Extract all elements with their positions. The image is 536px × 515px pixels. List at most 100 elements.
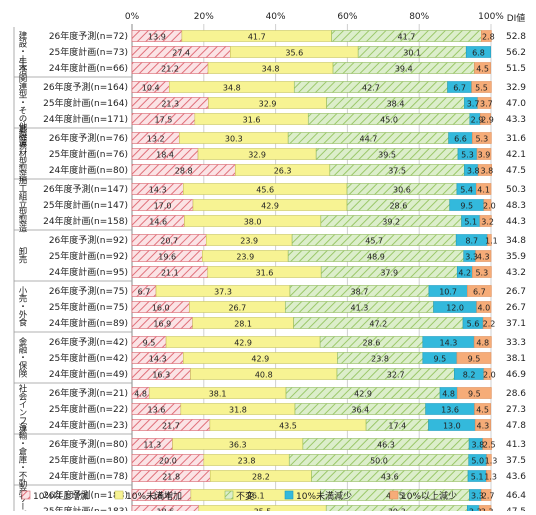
legend-label: 10%以上減少 xyxy=(401,490,457,502)
data-label: 18.6 xyxy=(156,507,174,511)
data-label: 45.6 xyxy=(256,185,274,194)
row-label: 25年度計画(n=80) xyxy=(49,454,128,466)
data-label: 3.3 xyxy=(471,491,484,500)
di-value: 43.2 xyxy=(506,268,526,278)
data-label: 34.8 xyxy=(223,83,241,92)
bar-segment xyxy=(479,113,491,125)
data-label: 36.1 xyxy=(247,491,265,500)
data-label: 31.6 xyxy=(243,115,261,124)
row-label: 24年度計画(n=158) xyxy=(43,215,128,227)
di-value: 34.8 xyxy=(506,236,526,246)
data-label: 2.2 xyxy=(483,319,496,328)
row-label: 26年度予測(n=72) xyxy=(49,30,128,42)
row-label: 25年度計画(n=73) xyxy=(49,46,128,58)
data-label: 38.1 xyxy=(209,389,227,398)
data-label: 5.4 xyxy=(460,185,473,194)
data-label: 13.6 xyxy=(441,405,459,414)
data-label: 36.3 xyxy=(229,440,247,449)
di-value: 43.6 xyxy=(506,472,526,482)
data-label: 38.0 xyxy=(244,217,262,226)
data-label: 9.5 xyxy=(468,354,481,363)
group-label: 建設・土木 xyxy=(17,30,27,72)
data-label: 30.3 xyxy=(225,134,243,143)
data-label: 30.6 xyxy=(393,185,411,194)
legend-swatch xyxy=(389,490,399,500)
data-label: 35.6 xyxy=(285,48,303,57)
data-label: 41.3 xyxy=(351,303,369,312)
x-tick-label: 0% xyxy=(125,12,140,22)
di-value: 28.6 xyxy=(506,389,526,399)
data-label: 3.2 xyxy=(481,217,494,226)
data-label: 23.8 xyxy=(371,354,389,363)
bar-segment xyxy=(467,285,492,297)
row-label: 26年度予測(n=164) xyxy=(43,81,128,93)
data-label: 19.6 xyxy=(158,252,176,261)
data-label: 28.6 xyxy=(389,201,407,210)
row-label: 24年度計画(n=23) xyxy=(49,419,128,431)
di-value: 27.3 xyxy=(506,405,526,415)
data-label: 21.3 xyxy=(161,99,179,108)
data-label: 18.4 xyxy=(156,150,174,159)
data-label: 13.2 xyxy=(147,134,165,143)
data-label: 14.3 xyxy=(149,185,167,194)
data-label: 10.4 xyxy=(142,83,160,92)
row-label: 26年度予測(n=42) xyxy=(49,336,128,348)
data-label: 5.3 xyxy=(475,268,488,277)
x-tick-label: 100% xyxy=(478,12,504,22)
data-label: 4.5 xyxy=(476,405,489,414)
bar-segment xyxy=(473,336,492,348)
data-label: 10.7 xyxy=(439,287,457,296)
data-label: 14.6 xyxy=(149,217,167,226)
data-label: 21.7 xyxy=(162,421,180,430)
data-label: 16.9 xyxy=(153,319,171,328)
row-label: 25年度計画(n=42) xyxy=(49,352,128,364)
data-label: 3.3 xyxy=(465,252,478,261)
data-label: 41.7 xyxy=(248,32,266,41)
di-value: 52.8 xyxy=(506,32,526,42)
data-label: 5.3 xyxy=(461,150,474,159)
data-label: 4.1 xyxy=(477,185,490,194)
bar-segment xyxy=(481,489,492,501)
di-value: 37.1 xyxy=(506,319,526,329)
data-label: 5.0 xyxy=(471,456,484,465)
di-value: 35.9 xyxy=(506,252,526,262)
row-label: 25年度計画(n=164) xyxy=(43,97,128,109)
data-label: 11.3 xyxy=(143,440,161,449)
di-value: 37.5 xyxy=(506,456,526,466)
di-value: 47.5 xyxy=(506,507,526,511)
row-label: 25年度計画(n=22) xyxy=(49,403,128,415)
data-label: 1.3 xyxy=(485,456,498,465)
data-label: 42.9 xyxy=(251,354,269,363)
di-value: 26.7 xyxy=(506,303,526,313)
data-label: 39.2 xyxy=(382,217,400,226)
legend-label: 不変 xyxy=(236,490,254,502)
data-label: 20.0 xyxy=(159,456,177,465)
data-label: 8.2 xyxy=(463,370,476,379)
group-label: 卸売 xyxy=(17,246,27,264)
data-label: 26.7 xyxy=(228,303,246,312)
data-label: 17.5 xyxy=(155,115,173,124)
row-label: 24年度計画(n=49) xyxy=(49,368,128,380)
row-label: 24年度計画(n=78) xyxy=(49,470,128,482)
di-header: DI値 xyxy=(507,12,526,24)
data-label: 4.8 xyxy=(476,338,489,347)
row-label: 24年度計画(n=95) xyxy=(49,266,128,278)
group-label: 社会インフラ xyxy=(17,383,27,432)
di-value: 43.3 xyxy=(506,115,526,125)
bar-segment xyxy=(472,266,492,278)
bar-segment xyxy=(456,387,492,399)
data-label: 8.7 xyxy=(465,236,478,245)
bar-segment xyxy=(487,234,492,246)
data-label: 9.5 xyxy=(468,389,481,398)
data-label: 32.7 xyxy=(387,370,405,379)
x-tick-label: 80% xyxy=(409,12,429,22)
row-label: 24年度計画(n=80) xyxy=(49,164,128,176)
data-label: 35.5 xyxy=(254,507,272,511)
legend-label: 10%未満増加 xyxy=(126,490,182,502)
bar-segment xyxy=(476,301,492,313)
data-label: 39.3 xyxy=(388,507,406,511)
row-label: 25年度計画(n=92) xyxy=(49,250,128,262)
data-label: 5.1 xyxy=(464,217,477,226)
data-label: 37.5 xyxy=(388,166,406,175)
